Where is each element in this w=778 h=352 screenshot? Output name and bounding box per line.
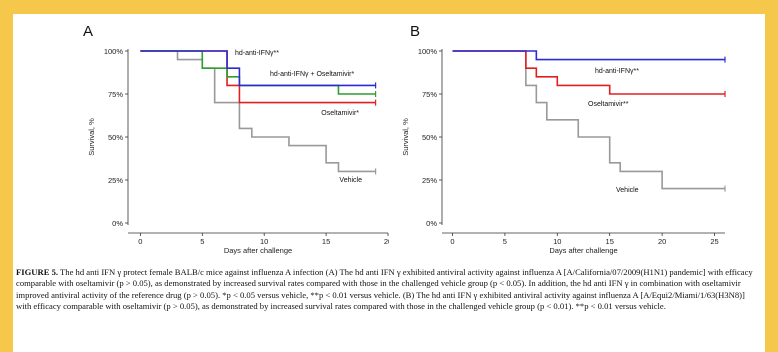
series-label: hd-anti-IFNγ** — [235, 50, 279, 57]
series-label: Vehicle — [339, 177, 362, 184]
x-axis-label: Days after challenge — [549, 246, 617, 255]
series-label: Vehicle — [616, 187, 639, 194]
series-line — [452, 50, 725, 190]
x-axis-label: Days after challenge — [224, 246, 292, 255]
series-label: hd-anti-IFNγ** — [595, 68, 639, 75]
y-tick-label: 100% — [418, 47, 438, 56]
figure-panel: A0%25%50%75%100%05101520Days after chall… — [13, 14, 765, 352]
series-line — [452, 50, 725, 95]
series-label: hd-anti-IFNγ + Oseltamivir* — [270, 71, 354, 78]
x-tick-label: 25 — [710, 237, 718, 246]
x-tick-label: 5 — [200, 237, 204, 246]
y-tick-label: 50% — [422, 133, 437, 142]
x-tick-label: 0 — [450, 237, 454, 246]
x-tick-label: 15 — [322, 237, 330, 246]
y-axis-label: Survival, % — [401, 118, 410, 156]
x-tick-label: 0 — [138, 237, 142, 246]
y-tick-label: 0% — [112, 219, 123, 228]
panel-label: A — [83, 23, 93, 40]
series-label: Oseltamivir* — [321, 110, 359, 117]
x-tick-label: 20 — [658, 237, 666, 246]
figure-caption: FIGURE 5. The hd anti IFN γ protect fema… — [16, 267, 762, 313]
y-axis-label: Survival, % — [87, 118, 96, 156]
survival-chart-a: A 0% 25% 50% 75% 100% 0 5 10 15 20 Days after chall… — [83, 23, 389, 255]
survival-chart-b: B 0% 25% 50% 75% 100% 0 5 10 15 20 25 Days after cha… — [401, 23, 726, 255]
series-line — [140, 50, 376, 87]
y-tick-label: 50% — [108, 133, 123, 142]
y-tick-label: 100% — [104, 47, 124, 56]
panel-label: B — [410, 23, 420, 40]
x-tick-label: 15 — [606, 237, 614, 246]
y-tick-label: 0% — [426, 219, 437, 228]
series-line — [452, 50, 725, 61]
y-tick-label: 75% — [422, 90, 437, 99]
x-tick-label: 10 — [260, 237, 268, 246]
x-tick-label: 5 — [503, 237, 507, 246]
caption-figure-label: FIGURE 5. — [16, 267, 59, 277]
y-tick-label: 75% — [108, 90, 123, 99]
x-tick-label: 20 — [384, 237, 389, 246]
series-line — [140, 50, 376, 173]
series-label: Oseltamivir** — [588, 101, 629, 108]
caption-text: The hd anti IFN γ protect female BALB/c … — [16, 267, 753, 312]
y-tick-label: 25% — [422, 176, 437, 185]
x-tick-label: 10 — [553, 237, 561, 246]
y-tick-label: 25% — [108, 176, 123, 185]
